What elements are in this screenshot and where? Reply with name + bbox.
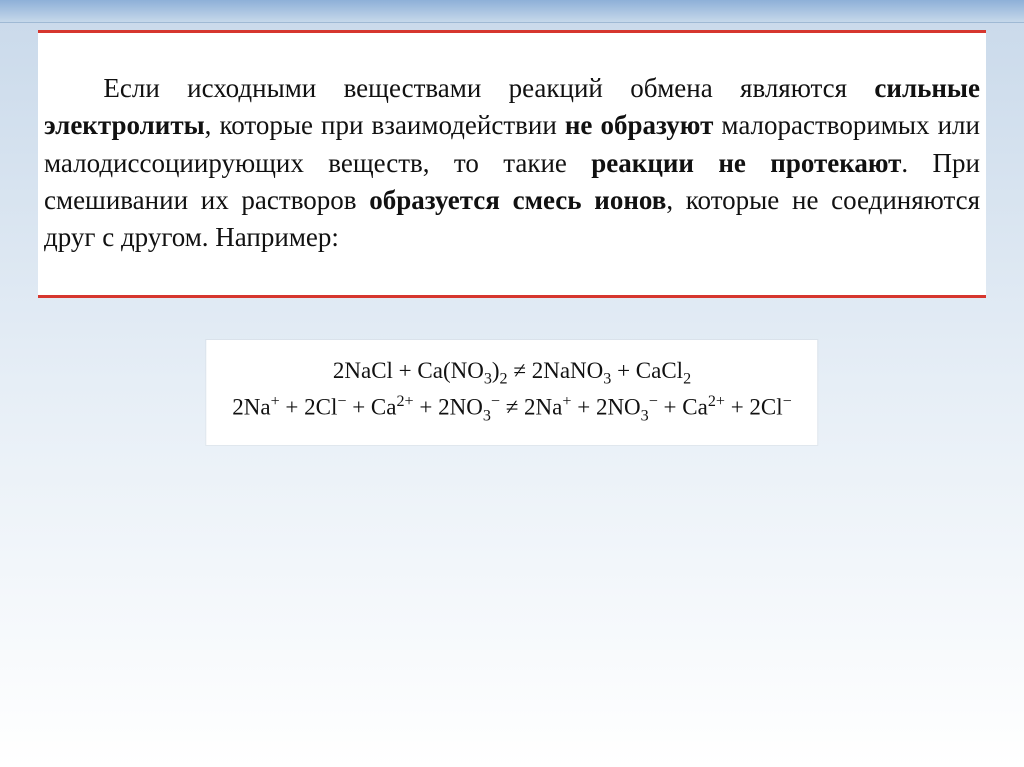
equation-ionic: 2Na+ + 2Cl− + Ca2+ + 2NO3− ≠ 2Na+ + 2NO3…: [232, 393, 791, 425]
para-seg1: Если исходными веществами реакций обмена…: [103, 73, 874, 103]
equations-box: 2NaCl + Ca(NO3)2 ≠ 2NaNO3 + CaCl2 2Na+ +…: [206, 340, 817, 445]
para-seg6-bold: реакции не протекают: [591, 148, 901, 178]
para-seg4-bold: не об­разуют: [565, 110, 713, 140]
top-stripe: [0, 0, 1024, 23]
slide: Если исходными веществами реакций обмена…: [0, 0, 1024, 767]
para-seg3: , которые при взаимодействии: [205, 110, 565, 140]
paragraph-box: Если исходными веществами реакций обмена…: [38, 30, 986, 298]
para-seg8-bold: образуется смесь ионов: [369, 185, 666, 215]
equation-molecular: 2NaCl + Ca(NO3)2 ≠ 2NaNO3 + CaCl2: [232, 358, 791, 389]
paragraph: Если исходными веществами реакций обмена…: [44, 70, 980, 256]
